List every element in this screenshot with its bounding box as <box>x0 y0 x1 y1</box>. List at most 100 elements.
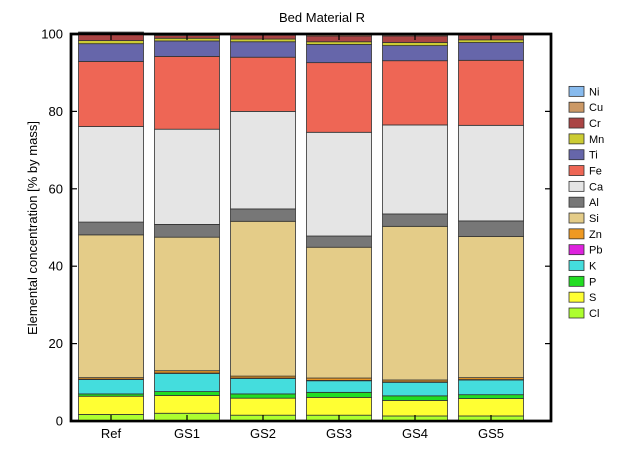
bar-segment-si <box>230 220 296 377</box>
bar-segment-k <box>458 379 524 396</box>
legend-item-al: Al <box>568 196 599 209</box>
legend-item-si: Si <box>568 212 599 225</box>
legend: Ni Cu Cr Mn Ti Fe Ca Al Si Zn Pb KPS Cl <box>568 85 604 320</box>
bar-segment-p <box>382 395 448 401</box>
bar-segment-ti <box>78 43 144 62</box>
bar-segment-si <box>382 225 448 381</box>
legend-swatch <box>568 228 585 240</box>
legend-swatch <box>568 85 585 97</box>
bar-segment-fe <box>382 60 448 126</box>
legend-label: Ni <box>589 86 599 98</box>
bar-segment-ca <box>382 124 448 215</box>
legend-item-cl: Cl <box>568 307 599 320</box>
bar-segment-al <box>458 220 524 237</box>
legend-label: P <box>589 276 596 288</box>
legend-label: Mn <box>589 134 604 146</box>
legend-item-s: S <box>568 291 596 304</box>
bar-segment-s <box>382 400 448 417</box>
legend-swatch <box>568 244 585 256</box>
bar-segment-k <box>230 378 296 395</box>
legend-swatch <box>568 260 585 271</box>
legend-label: Pb <box>589 245 602 257</box>
legend-item-ni: Ni <box>568 85 599 98</box>
legend-item-ti: Ti <box>568 149 598 162</box>
bar-segment-s <box>154 395 220 414</box>
bar-segment-p <box>154 391 220 396</box>
bar-segment-p <box>458 394 524 399</box>
bar-segment-k <box>154 372 220 392</box>
legend-swatch <box>568 101 585 113</box>
legend-swatch <box>568 275 585 287</box>
bar-stack-gs1 <box>154 33 220 422</box>
x-tick-label: GS2 <box>250 426 276 441</box>
legend-item-zn: Zn <box>568 228 602 241</box>
legend-swatch <box>568 291 585 303</box>
bar-segment-ca <box>306 131 372 237</box>
legend-label: K <box>589 261 597 273</box>
bar-segment-si <box>78 234 144 379</box>
legend-swatch <box>568 307 585 319</box>
legend-item-ca: Ca <box>568 180 604 193</box>
y-tick-label: 60 <box>49 181 63 196</box>
bar-stack-gs4 <box>382 33 448 422</box>
y-tick-label: 100 <box>41 27 63 42</box>
x-tick-label: GS3 <box>326 426 352 441</box>
x-tick-label: GS4 <box>402 426 428 441</box>
legend-swatch <box>568 165 585 176</box>
legend-item-k: K <box>568 260 597 273</box>
legend-label: Fe <box>589 166 602 178</box>
legend-label: Zn <box>589 229 602 241</box>
bar-segment-p <box>306 391 372 398</box>
y-tick-label: 80 <box>49 104 63 119</box>
legend-label: Cl <box>589 308 599 320</box>
legend-swatch <box>568 149 585 161</box>
bar-segment-ti <box>306 44 372 64</box>
bar-segment-ti <box>230 41 296 58</box>
bar-segment-ca <box>458 124 524 222</box>
legend-item-p: P <box>568 275 596 288</box>
bar-stack-gs5 <box>458 33 524 422</box>
bar-segment-al <box>306 235 372 248</box>
bar-stack-gs3 <box>306 33 372 422</box>
bar-segment-ti <box>154 40 220 57</box>
bar-segment-si <box>458 236 524 379</box>
legend-label: Ti <box>589 150 598 162</box>
bar-segment-mn <box>78 40 144 45</box>
bar-segment-mn <box>306 41 372 45</box>
bar-segment-s <box>230 397 296 416</box>
bar-segment-fe <box>78 61 144 127</box>
legend-label: Si <box>589 213 599 225</box>
plot-frame-overlay <box>69 32 553 423</box>
bar-segment-ni <box>78 31 144 34</box>
legend-item-fe: Fe <box>568 165 602 178</box>
bar-segment-fe <box>458 59 524 126</box>
bar-segment-al <box>382 213 448 227</box>
bar-segment-p <box>230 393 296 399</box>
bar-segment-ti <box>458 42 524 61</box>
legend-item-mn: Mn <box>568 133 604 146</box>
bar-segment-s <box>306 396 372 416</box>
bar-segment-fe <box>154 56 220 130</box>
bar-segment-fe <box>230 56 296 112</box>
bar-segment-si <box>154 236 220 372</box>
bar-segment-ca <box>78 126 144 223</box>
x-tick-label: GS1 <box>174 426 200 441</box>
bar-segment-ti <box>382 45 448 62</box>
legend-label: Cu <box>589 102 603 114</box>
legend-label: S <box>589 292 596 304</box>
x-tick-label: GS5 <box>478 426 504 441</box>
bar-segment-s <box>78 395 144 415</box>
legend-item-cr: Cr <box>568 117 601 130</box>
chart-title: Bed Material R <box>279 10 365 25</box>
legend-item-pb: Pb <box>568 244 602 257</box>
bar-segment-mn <box>458 39 524 43</box>
legend-swatch <box>568 180 585 192</box>
legend-label: Al <box>589 197 599 209</box>
x-tick-label: Ref <box>101 426 122 441</box>
bar-stack-ref <box>78 31 144 422</box>
bar-segment-mn <box>382 42 448 47</box>
legend-label: Ca <box>589 181 604 193</box>
legend-swatch <box>568 117 585 129</box>
bar-segment-al <box>154 224 220 238</box>
